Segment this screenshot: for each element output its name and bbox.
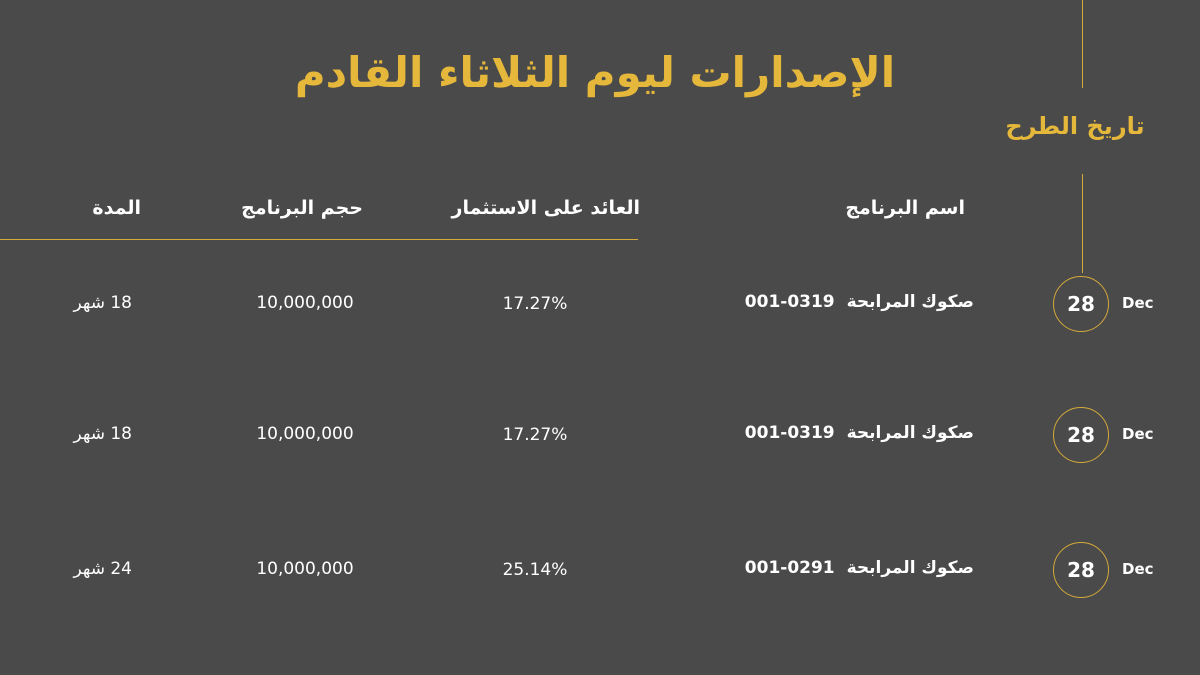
timeline-line-middle <box>1082 174 1083 273</box>
size-value: 10,000,000 <box>256 293 354 313</box>
duration-value: 18 شهر <box>73 293 132 313</box>
size-value: 10,000,000 <box>256 559 354 579</box>
table-row: 28 Dec صكوك المرابحة 001-0319 17.27% 10,… <box>0 407 1200 467</box>
program-name-text: صكوك المرابحة <box>846 423 974 443</box>
table-row: 28 Dec صكوك المرابحة 001-0319 17.27% 10,… <box>0 276 1200 336</box>
program-name-text: صكوك المرابحة <box>846 292 974 312</box>
program-name: صكوك المرابحة 001-0291 <box>745 558 974 578</box>
page-title: الإصدارات ليوم الثلاثاء القادم <box>294 48 896 97</box>
column-header-name: اسم البرنامج <box>845 197 965 219</box>
yield-value: 17.27% <box>502 425 568 445</box>
size-value: 10,000,000 <box>256 424 354 444</box>
date-day-circle: 28 <box>1053 276 1109 332</box>
program-name: صكوك المرابحة 001-0319 <box>745 423 974 443</box>
date-day-circle: 28 <box>1053 542 1109 598</box>
date-column-header: تاريخ الطرح <box>1005 112 1145 140</box>
duration-value: 24 شهر <box>73 559 132 579</box>
column-header-size: حجم البرنامج <box>241 197 363 219</box>
column-header-duration: المدة <box>92 197 141 219</box>
header-divider <box>0 239 638 240</box>
timeline-line-top <box>1082 0 1083 88</box>
date-month: Dec <box>1122 425 1154 443</box>
column-header-yield: العائد على الاستثمار <box>451 197 640 219</box>
program-code: 001-0291 <box>744 558 835 578</box>
date-month: Dec <box>1122 560 1154 578</box>
date-month: Dec <box>1122 294 1154 312</box>
program-code: 001-0319 <box>744 423 835 443</box>
yield-value: 17.27% <box>502 294 568 314</box>
duration-value: 18 شهر <box>73 424 132 444</box>
program-name-text: صكوك المرابحة <box>846 558 974 578</box>
yield-value: 25.14% <box>502 560 568 580</box>
program-name: صكوك المرابحة 001-0319 <box>745 292 974 312</box>
date-day-circle: 28 <box>1053 407 1109 463</box>
program-code: 001-0319 <box>744 292 835 312</box>
table-row: 28 Dec صكوك المرابحة 001-0291 25.14% 10,… <box>0 542 1200 602</box>
